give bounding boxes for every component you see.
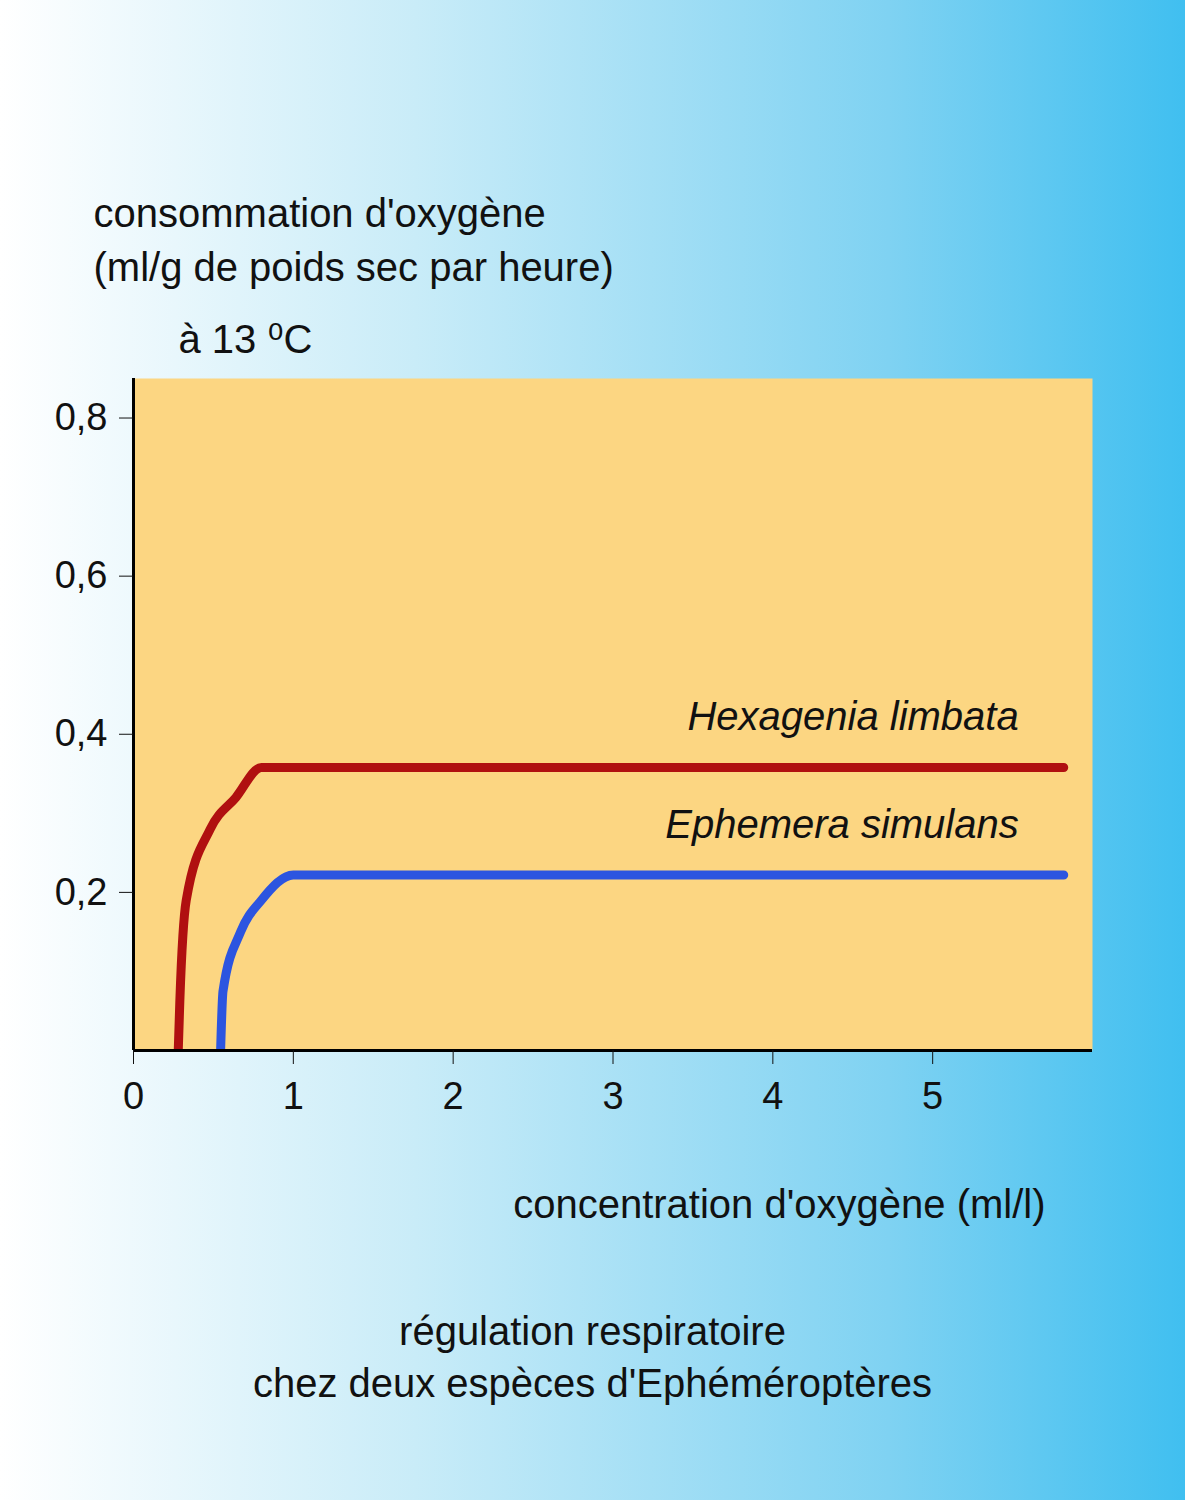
svg-text:4: 4 (762, 1075, 783, 1117)
svg-text:5: 5 (922, 1075, 943, 1117)
svg-text:0,8: 0,8 (55, 396, 108, 438)
svg-text:Hexagenia limbata: Hexagenia limbata (687, 694, 1018, 738)
svg-text:2: 2 (443, 1075, 464, 1117)
html-text:régulation respiratoire chez d: régulation respiratoire chez deux espèce… (252, 1309, 933, 1405)
svg-text:0,6: 0,6 (55, 554, 108, 596)
svg-text:à 13 ⁰C: à 13 ⁰C (179, 317, 313, 361)
svg-text:0,2: 0,2 (55, 871, 108, 913)
svg-text:1: 1 (283, 1075, 304, 1117)
svg-text:consommation d'oxygène(ml/g de: consommation d'oxygène(ml/g de poids sec… (94, 191, 614, 289)
svg-text:3: 3 (602, 1075, 623, 1117)
svg-text:Ephemera simulans: Ephemera simulans (665, 802, 1019, 846)
svg-text:concentration d'oxygène (ml/l): concentration d'oxygène (ml/l) (513, 1182, 1045, 1226)
svg-text:0: 0 (123, 1075, 144, 1117)
svg-text:0,4: 0,4 (55, 712, 108, 754)
